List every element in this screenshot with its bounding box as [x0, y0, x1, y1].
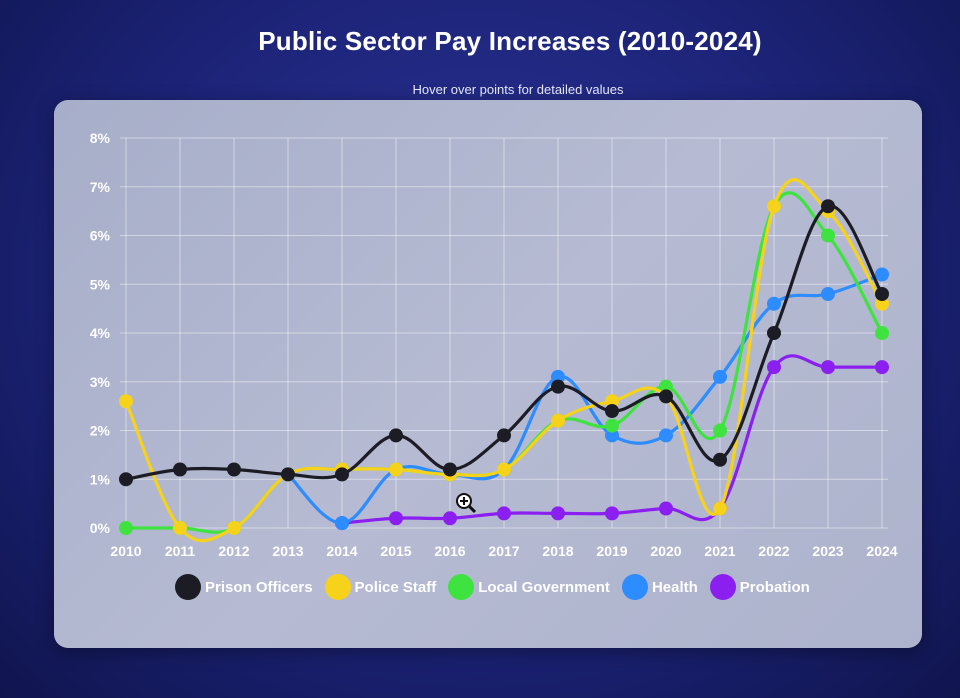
y-tick-label: 5%: [90, 276, 111, 292]
x-tick-label: 2012: [218, 543, 249, 559]
data-point-prison-officers[interactable]: [767, 326, 781, 340]
x-tick-label: 2017: [488, 543, 519, 559]
data-point-police-staff[interactable]: [875, 296, 889, 311]
data-point-prison-officers[interactable]: [551, 379, 565, 394]
data-point-prison-officers[interactable]: [173, 462, 187, 477]
data-point-probation[interactable]: [875, 360, 889, 375]
y-tick-label: 1%: [90, 471, 111, 487]
data-point-prison-officers[interactable]: [227, 462, 241, 477]
data-point-health[interactable]: [659, 428, 673, 443]
chart-subtitle: Hover over points for detailed values: [412, 82, 624, 97]
legend-item-police-staff[interactable]: Police Staff: [324, 574, 437, 600]
data-point-prison-officers[interactable]: [821, 199, 835, 214]
y-tick-label: 4%: [90, 325, 111, 341]
data-point-police-staff[interactable]: [713, 501, 727, 516]
data-point-police-staff[interactable]: [767, 199, 781, 214]
data-point-probation[interactable]: [821, 360, 835, 375]
data-point-probation[interactable]: [605, 506, 619, 521]
data-point-police-staff[interactable]: [389, 462, 403, 477]
data-point-local-government[interactable]: [875, 326, 889, 340]
data-point-police-staff[interactable]: [497, 462, 511, 477]
x-tick-label: 2019: [596, 543, 627, 559]
y-tick-label: 7%: [90, 179, 111, 195]
legend-label: Health: [651, 578, 698, 596]
data-point-probation[interactable]: [767, 360, 781, 375]
data-point-prison-officers[interactable]: [713, 452, 727, 467]
data-point-health[interactable]: [605, 428, 619, 443]
data-point-health[interactable]: [551, 369, 565, 384]
legend-item-probation[interactable]: Probation: [709, 574, 810, 600]
data-point-prison-officers[interactable]: [443, 462, 457, 477]
data-point-probation[interactable]: [551, 506, 565, 521]
x-tick-label: 2018: [542, 543, 573, 559]
x-tick-label: 2015: [380, 543, 411, 559]
legend-label: Probation: [739, 578, 810, 596]
data-point-police-staff[interactable]: [119, 394, 133, 409]
x-tick-label: 2016: [434, 543, 465, 559]
data-point-prison-officers[interactable]: [497, 428, 511, 443]
zoom-cursor-icon: [456, 493, 477, 514]
series-line-prison-officers: [125, 204, 884, 481]
x-tick-label: 2022: [758, 543, 789, 559]
y-tick-label: 3%: [90, 374, 111, 390]
legend-swatch: [709, 574, 736, 600]
legend-item-prison-officers[interactable]: Prison Officers: [175, 574, 313, 600]
data-point-probation[interactable]: [389, 511, 403, 526]
data-point-prison-officers[interactable]: [389, 428, 403, 443]
data-point-health[interactable]: [821, 287, 835, 301]
legend-label: Police Staff: [354, 578, 437, 596]
y-tick-label: 8%: [90, 130, 111, 146]
legend-item-health[interactable]: Health: [621, 574, 698, 600]
data-point-police-staff[interactable]: [605, 394, 619, 409]
data-point-local-government[interactable]: [605, 418, 619, 433]
series-line-health: [286, 272, 883, 525]
legend-swatch: [175, 574, 201, 600]
data-point-health[interactable]: [767, 296, 781, 311]
x-tick-label: 2011: [165, 543, 196, 559]
data-point-prison-officers[interactable]: [875, 287, 889, 301]
data-point-prison-officers[interactable]: [335, 467, 349, 482]
data-point-local-government[interactable]: [119, 521, 133, 535]
data-point-local-government[interactable]: [821, 228, 835, 243]
x-tick-label: 2020: [650, 543, 681, 559]
x-tick-label: 2010: [110, 543, 141, 559]
data-point-prison-officers[interactable]: [659, 389, 673, 404]
data-point-health[interactable]: [713, 369, 727, 384]
legend-swatch: [621, 574, 648, 600]
data-point-prison-officers[interactable]: [605, 404, 619, 418]
y-tick-label: 2%: [90, 423, 111, 439]
legend-swatch: [448, 574, 475, 600]
chart-title: Public Sector Pay Increases (2010-2024): [258, 26, 762, 56]
x-tick-label: 2014: [326, 543, 357, 559]
data-point-probation[interactable]: [659, 501, 673, 516]
data-point-probation[interactable]: [497, 506, 511, 521]
x-tick-label: 2021: [704, 543, 735, 559]
legend-item-local-government[interactable]: Local Government: [448, 574, 610, 600]
data-point-health[interactable]: [335, 516, 349, 531]
data-point-police-staff[interactable]: [227, 521, 241, 535]
y-tick-label: 6%: [90, 228, 111, 244]
legend-swatch: [324, 574, 351, 600]
data-point-health[interactable]: [875, 267, 889, 282]
data-point-prison-officers[interactable]: [119, 472, 133, 487]
chart-legend: Prison Officers Police Staff Local Governm…: [175, 574, 810, 600]
x-tick-label: 2013: [272, 543, 303, 559]
chart-card: [54, 100, 922, 648]
x-tick-label: 2023: [812, 543, 843, 559]
data-point-probation[interactable]: [443, 511, 457, 526]
legend-label: Local Government: [478, 578, 610, 596]
y-tick-label: 0%: [90, 520, 111, 536]
data-point-local-government[interactable]: [659, 379, 673, 394]
data-point-prison-officers[interactable]: [281, 467, 295, 482]
data-point-police-staff[interactable]: [173, 521, 187, 535]
x-tick-label: 2024: [866, 543, 897, 559]
data-point-local-government[interactable]: [713, 423, 727, 438]
data-point-police-staff[interactable]: [551, 413, 565, 428]
legend-label: Prison Officers: [205, 578, 313, 596]
